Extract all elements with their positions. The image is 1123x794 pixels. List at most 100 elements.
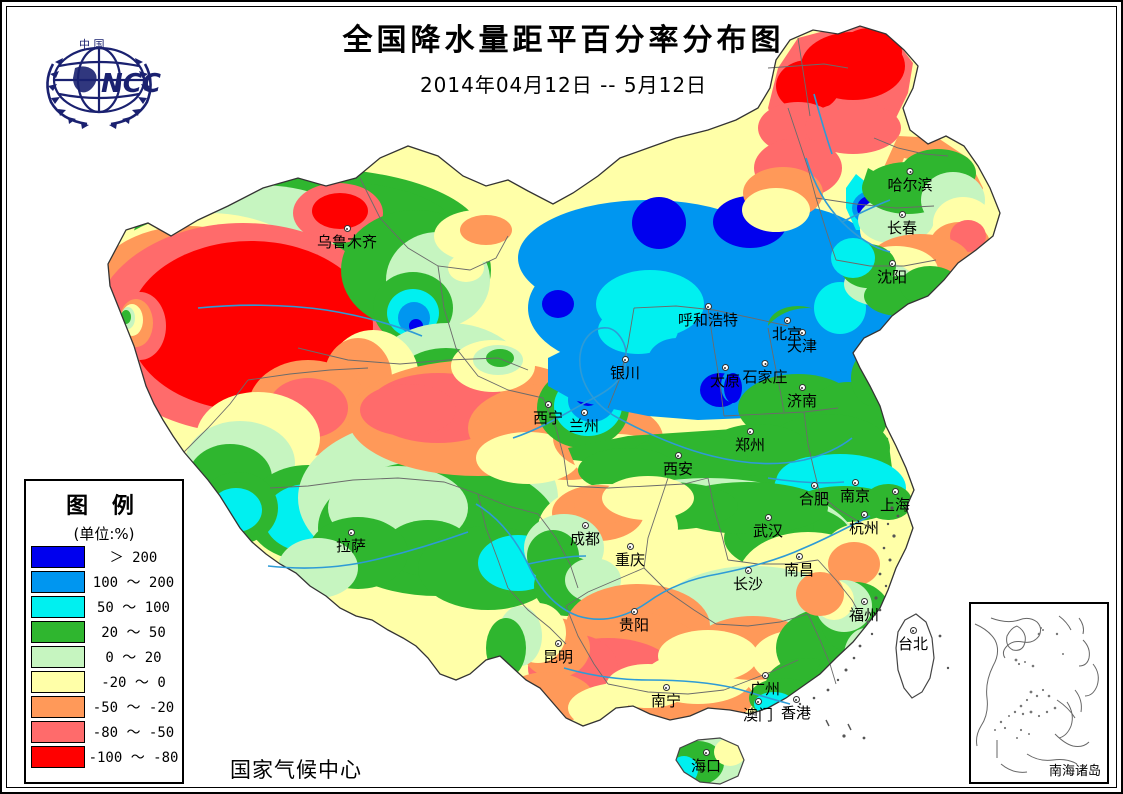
legend-row: 20 ～ 50 (31, 619, 182, 644)
city-name: 西宁 (532, 409, 564, 427)
page-title: 全国降水量距平百分率分布图 (342, 23, 785, 58)
city-name: 长春 (886, 219, 918, 237)
city-marker-icon (906, 168, 914, 175)
city-name: 重庆 (614, 551, 646, 569)
city-label-26: 昆明 (542, 640, 574, 666)
city-label-12: 长春 (886, 211, 918, 237)
city-name: 昆明 (542, 648, 574, 666)
city-label-7: 石家庄 (742, 360, 788, 385)
city-label-29: 澳门 (742, 698, 774, 724)
city-marker-icon (909, 627, 917, 634)
legend-color-swatch (31, 745, 85, 768)
city-name: 合肥 (798, 490, 830, 508)
city-label-25: 贵阳 (619, 608, 649, 633)
city-label-3: 兰州 (568, 409, 600, 435)
legend-range-label: 50 ～ 100 (96, 599, 170, 616)
city-marker-icon (761, 360, 769, 367)
city-marker-icon (795, 553, 803, 560)
city-marker-icon (860, 511, 868, 518)
city-marker-icon (898, 211, 906, 218)
city-marker-icon (744, 567, 752, 574)
city-marker-icon (630, 608, 638, 615)
city-label-4: 银川 (610, 356, 640, 381)
city-label-11: 沈阳 (877, 260, 907, 285)
city-label-2: 西宁 (532, 401, 564, 427)
city-label-0: 乌鲁木齐 (317, 225, 377, 250)
hainan-island-fill (676, 738, 744, 784)
legend-row: ＞ 200 (31, 544, 182, 569)
logo-en-text: NCC (101, 69, 161, 99)
legend-row: -80 ～ -50 (31, 719, 182, 744)
city-marker-icon (761, 672, 769, 679)
city-marker-icon (554, 640, 562, 647)
city-label-27: 南宁 (650, 684, 682, 710)
legend-color-swatch (31, 695, 85, 718)
city-marker-icon (581, 522, 589, 529)
legend-range-label: 0 ～ 20 (105, 649, 162, 666)
city-name: 南京 (839, 487, 871, 505)
city-name: 兰州 (568, 417, 600, 435)
city-label-15: 西安 (662, 452, 694, 478)
city-marker-icon (792, 696, 800, 703)
city-label-10: 济南 (786, 384, 818, 410)
legend-color-swatch (31, 545, 85, 568)
legend-range-label: -20 ～ 0 (101, 674, 166, 691)
city-name: 济南 (786, 392, 818, 410)
city-name: 天津 (786, 337, 818, 355)
china-precipitation-map (8, 8, 1119, 790)
legend-color-swatch (31, 720, 85, 743)
city-name: 香港 (780, 704, 812, 722)
city-name: 福州 (848, 606, 880, 624)
city-name: 拉萨 (335, 537, 367, 555)
city-label-21: 上海 (879, 488, 911, 514)
city-name: 南宁 (650, 692, 682, 710)
city-marker-icon (810, 482, 818, 489)
city-marker-icon (626, 543, 634, 550)
legend-row: 50 ～ 100 (31, 594, 182, 619)
rivers (197, 93, 891, 705)
legend-color-swatch (31, 620, 85, 643)
hainan-outline (675, 737, 745, 785)
city-name: 北京 (771, 325, 803, 343)
city-name: 郑州 (734, 436, 766, 454)
city-name: 广州 (749, 680, 781, 698)
city-marker-icon (662, 684, 670, 691)
city-label-8: 北京 (771, 317, 803, 343)
taiwan-outline (895, 613, 935, 699)
city-marker-icon (347, 529, 355, 536)
city-name: 长沙 (732, 575, 764, 593)
sea-marks (825, 719, 852, 731)
city-name: 西安 (662, 460, 694, 478)
city-label-17: 重庆 (614, 543, 646, 569)
logo-cn-text: 中 国 (79, 38, 105, 51)
city-label-13: 哈尔滨 (887, 168, 933, 194)
city-label-9: 天津 (786, 329, 818, 355)
city-marker-icon (851, 479, 859, 486)
city-name: 澳门 (742, 706, 774, 724)
ncc-logo: 中 国 NCC (35, 24, 163, 129)
national-boundary (107, 25, 1001, 727)
legend-color-swatch (31, 595, 85, 618)
legend-row: 0 ～ 20 (31, 644, 182, 669)
legend-row: -100 ～ -80 (31, 744, 182, 769)
city-name: 呼和浩特 (677, 311, 739, 329)
date-range-subtitle: 2014年04月12日 -- 5月12日 (419, 73, 708, 97)
city-label-28: 广州 (749, 672, 781, 698)
city-name: 台北 (897, 635, 929, 653)
city-label-33: 海口 (691, 749, 721, 774)
title-block: 全国降水量距平百分率分布图 2014年04月12日 -- 5月12日 (2, 24, 1123, 98)
city-name: 成都 (569, 530, 601, 548)
city-label-23: 南昌 (784, 553, 814, 578)
legend-panel: 图 例 (单位:%) ＞ 200 100 ～ 200 50 ～ 100 20 ～ 50… (24, 479, 184, 784)
city-label-31: 福州 (848, 598, 880, 624)
legend-title: 图 例 (66, 494, 142, 519)
city-marker-icon (544, 401, 552, 408)
legend-range-label: ＞ 200 (109, 549, 158, 566)
south-china-sea-inset: 南海诸岛 (969, 602, 1109, 784)
city-name: 上海 (879, 496, 911, 514)
city-label-19: 合肥 (798, 482, 830, 508)
legend-range-label: 100 ～ 200 (92, 574, 175, 591)
city-label-18: 武汉 (753, 514, 783, 539)
city-name: 哈尔滨 (887, 176, 933, 194)
